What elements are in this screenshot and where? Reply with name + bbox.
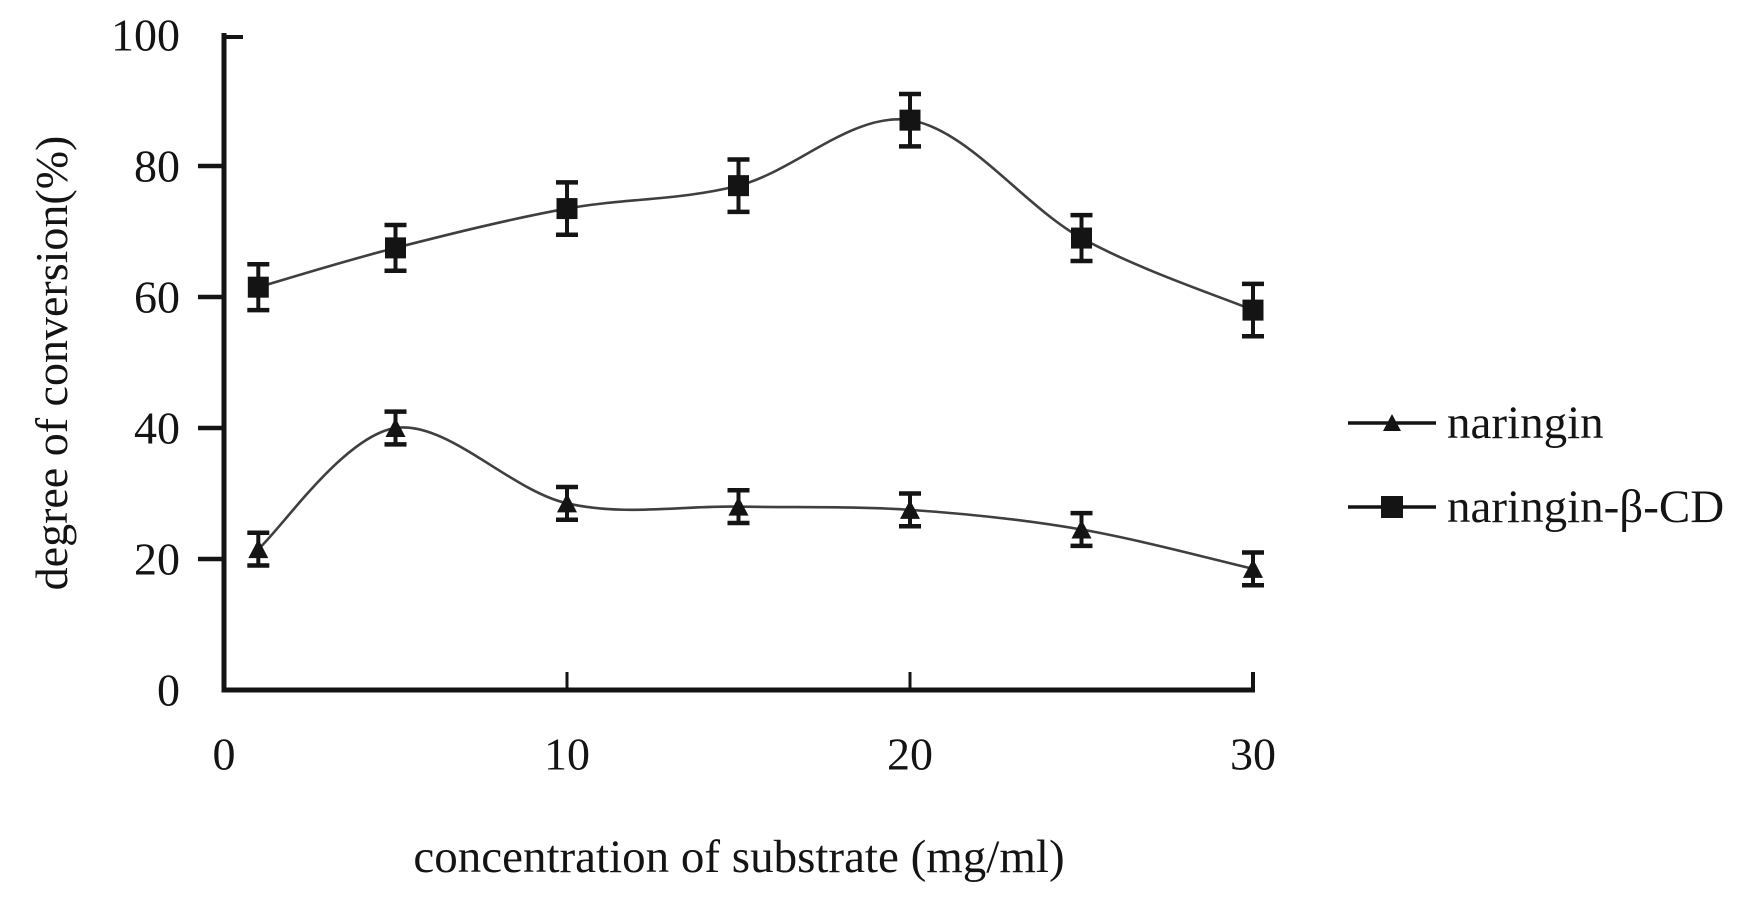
data-point-triangle [900,499,920,519]
data-point-square [556,198,578,220]
y-tick-label: 60 [134,272,180,323]
data-point-triangle [248,539,269,559]
series-line-triangle [257,426,1254,571]
legend-item-naringin-b-cd: naringin-β-CD [1348,478,1724,536]
data-point-square [1242,299,1264,321]
legend-item-naringin: naringin [1348,394,1724,452]
y-tick-label: 20 [134,534,180,585]
y-tick-label: 0 [157,665,180,716]
data-point-triangle [557,493,577,513]
legend-label: naringin [1447,397,1604,449]
series-line-square [257,117,1254,312]
square-marker-icon [1348,492,1436,522]
y-tick-label: 100 [111,10,180,61]
x-tick-label: 0 [213,729,236,780]
triangle-marker-icon [1348,408,1436,438]
data-point-square [247,276,269,298]
x-tick-label: 10 [544,729,590,780]
y-tick-label: 40 [134,403,180,454]
legend-label: naringin-β-CD [1447,481,1725,533]
x-tick-label: 20 [887,729,933,780]
data-point-square [1071,227,1092,249]
data-point-triangle [1243,558,1263,578]
data-point-square [728,175,749,197]
x-axis-title: concentration of substrate (mg/ml) [413,831,1065,883]
y-axis-title: degree of conversion(%) [26,135,77,591]
data-point-triangle [728,496,749,516]
data-point-square [899,109,921,131]
x-tick-label: 30 [1230,729,1276,780]
data-point-triangle [1071,519,1092,539]
data-point-square [385,237,406,259]
data-point-triangle [385,418,406,437]
legend: naringin naringin-β-CD [1348,394,1724,536]
y-tick-label: 80 [134,141,180,192]
